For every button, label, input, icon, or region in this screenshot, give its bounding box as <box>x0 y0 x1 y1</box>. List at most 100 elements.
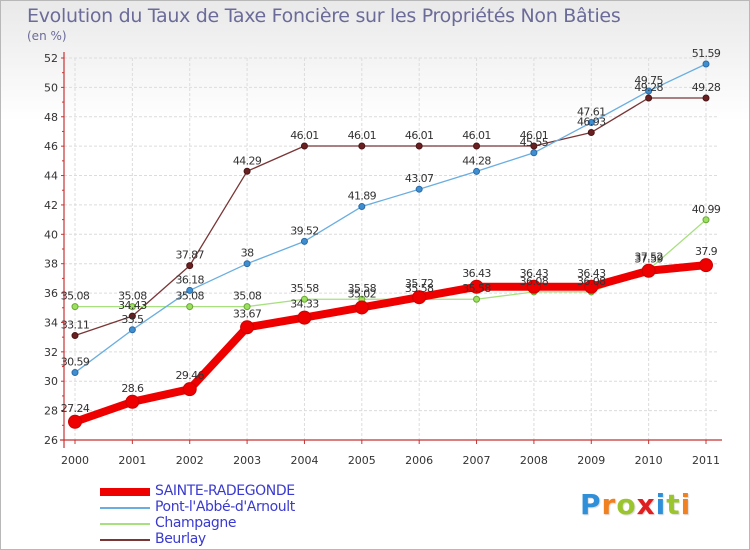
data-label: 35.58 <box>462 282 491 295</box>
x-tick-label: 2007 <box>463 454 491 467</box>
data-label: 30.59 <box>61 356 90 369</box>
data-label: 44.29 <box>233 154 262 167</box>
data-label: 35.72 <box>405 277 434 290</box>
data-point <box>587 118 595 126</box>
y-tick-label: 44 <box>44 170 58 183</box>
data-point <box>473 295 481 303</box>
data-label: 33.67 <box>233 307 262 320</box>
x-tick-label: 2004 <box>290 454 318 467</box>
proxiti-logo: Proxiti <box>580 488 691 521</box>
y-tick-label: 48 <box>44 111 58 124</box>
legend-label: Beurlay <box>155 531 206 547</box>
data-point <box>530 149 538 157</box>
data-label: 38 <box>241 247 254 260</box>
data-label: 44.28 <box>462 154 491 167</box>
logo-letter: o <box>616 488 637 521</box>
data-label: 35.02 <box>348 287 377 300</box>
data-point <box>125 394 140 409</box>
data-point <box>358 203 366 211</box>
data-label: 49.75 <box>634 74 663 87</box>
data-label: 46.01 <box>520 129 549 142</box>
data-point <box>469 279 484 294</box>
data-point <box>128 312 136 320</box>
data-label: 37.52 <box>634 251 663 264</box>
data-label: 36.08 <box>520 275 549 288</box>
data-label: 35.08 <box>233 290 262 303</box>
data-point <box>530 142 538 150</box>
data-label: 36.18 <box>175 273 204 286</box>
data-label: 46.01 <box>462 129 491 142</box>
data-point <box>645 94 653 102</box>
data-point <box>186 262 194 270</box>
logo-letter: t <box>666 488 681 521</box>
legend-label: Pont-l'Abbé-d'Arnoult <box>155 499 295 515</box>
x-tick-label: 2003 <box>233 454 261 467</box>
data-label: 46.01 <box>405 129 434 142</box>
y-tick-label: 38 <box>44 258 58 271</box>
legend-label: SAINTE-RADEGONDE <box>155 483 295 499</box>
x-tick-label: 2006 <box>405 454 433 467</box>
data-point <box>702 94 710 102</box>
data-point <box>641 263 656 278</box>
y-tick-label: 40 <box>44 228 58 241</box>
data-label: 36.43 <box>577 267 606 280</box>
data-label: 49.28 <box>634 81 663 94</box>
data-point <box>128 326 136 334</box>
data-label: 33.11 <box>61 319 90 332</box>
x-tick-label: 2011 <box>692 454 720 467</box>
grid-layer <box>64 57 718 441</box>
data-point <box>584 279 599 294</box>
data-point <box>71 369 79 377</box>
data-label: 40.99 <box>692 203 721 216</box>
data-label: 39.52 <box>290 224 319 237</box>
logo-letter: i <box>680 488 692 521</box>
data-label: 51.59 <box>692 47 721 60</box>
data-point <box>68 414 82 429</box>
data-label: 34.33 <box>290 298 319 311</box>
data-point <box>300 142 308 150</box>
data-label: 36.43 <box>520 267 549 280</box>
data-label: 47.61 <box>577 105 606 118</box>
data-label: 35.58 <box>290 282 319 295</box>
data-label: 46.01 <box>290 129 319 142</box>
y-tick-label: 28 <box>44 405 58 418</box>
data-label: 35.08 <box>61 290 90 303</box>
legend-swatch <box>100 488 150 496</box>
data-label: 37.9 <box>695 245 718 258</box>
data-point <box>240 320 255 335</box>
data-label: 36.43 <box>462 267 491 280</box>
data-label: 29.46 <box>175 369 204 382</box>
data-label: 28.6 <box>121 382 144 395</box>
data-point <box>128 303 136 311</box>
logo-letter: r <box>601 488 617 521</box>
series-line <box>74 97 706 337</box>
data-label: 45.55 <box>520 136 549 149</box>
data-point <box>300 237 308 245</box>
legend-label: Champagne <box>155 515 237 531</box>
x-tick-label: 2002 <box>176 454 204 467</box>
data-point <box>297 310 312 325</box>
y-tick-label: 52 <box>44 52 58 65</box>
x-tick-label: 2005 <box>348 454 376 467</box>
x-tick-label: 2001 <box>118 454 146 467</box>
data-point <box>182 382 197 397</box>
data-label: 35.08 <box>118 290 147 303</box>
axis-layer: 26 28 30 32 34 36 38 40 42 44 46 48 50 52 2000 2001 2002… <box>44 52 722 467</box>
y-tick-label: 50 <box>44 81 58 94</box>
data-point <box>412 290 427 305</box>
data-point <box>415 185 423 193</box>
data-point <box>473 142 481 150</box>
data-label: 35.58 <box>348 282 377 295</box>
y-tick-label: 46 <box>44 140 58 153</box>
data-point <box>71 332 79 340</box>
y-tick-label: 36 <box>44 287 58 300</box>
data-label: 37.59 <box>634 253 663 266</box>
chart-title: Evolution du Taux de Taxe Foncière sur l… <box>27 5 621 27</box>
data-label: 35.08 <box>175 290 204 303</box>
data-point <box>473 167 481 175</box>
data-point <box>71 303 79 311</box>
data-label: 46.01 <box>348 129 377 142</box>
data-label: 36.08 <box>577 275 606 288</box>
